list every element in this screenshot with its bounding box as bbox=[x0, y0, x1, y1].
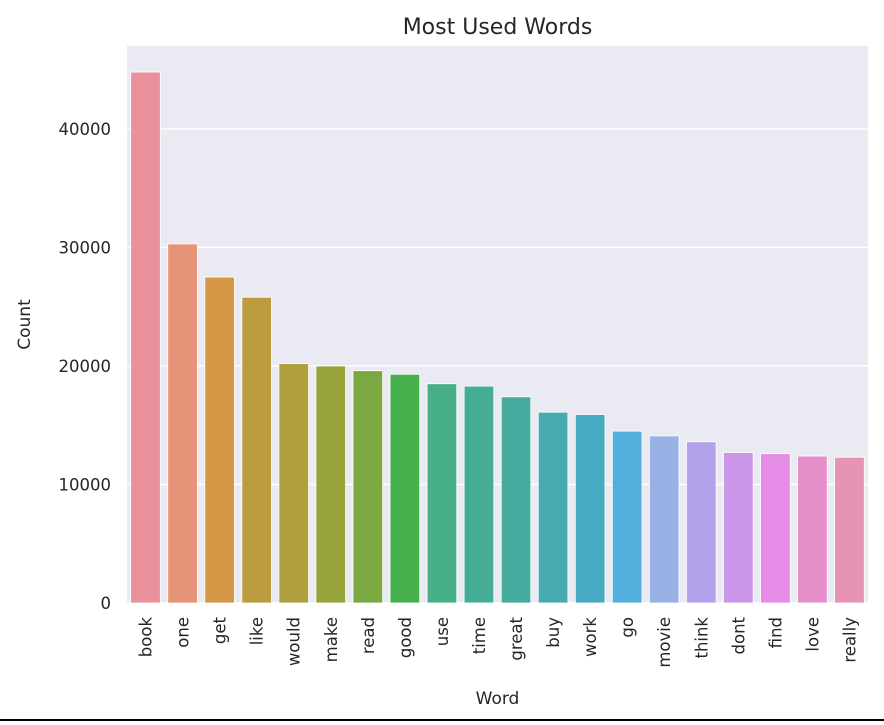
x-tick-labels: book one get like would make read good use time gr… bbox=[137, 616, 860, 667]
x-tick-label: make bbox=[322, 617, 341, 662]
x-tick-label: book bbox=[137, 617, 156, 658]
x-tick-label: get bbox=[211, 616, 230, 644]
x-tick-label: great bbox=[507, 616, 526, 660]
y-tick-label: 30000 bbox=[59, 238, 112, 257]
x-tick-label: like bbox=[248, 617, 267, 645]
y-tick-labels: 0 10000 20000 30000 40000 bbox=[59, 120, 112, 613]
bar-like bbox=[241, 296, 272, 604]
bar-go bbox=[611, 430, 643, 604]
bar-dont bbox=[723, 452, 754, 604]
x-tick-label: would bbox=[285, 617, 304, 666]
x-tick-label: read bbox=[359, 617, 378, 654]
x-tick-label: good bbox=[396, 617, 415, 658]
bar-time bbox=[463, 385, 495, 604]
y-tick-label: 20000 bbox=[59, 357, 112, 376]
bar-book bbox=[130, 71, 161, 604]
bar-love bbox=[797, 455, 828, 604]
x-tick-label: time bbox=[470, 617, 489, 654]
bottom-border bbox=[0, 719, 884, 721]
bar-one bbox=[167, 243, 198, 604]
bar-great bbox=[500, 396, 532, 604]
x-tick-label: go bbox=[618, 617, 637, 638]
bar-movie bbox=[649, 435, 680, 604]
chart-title: Most Used Words bbox=[403, 15, 593, 40]
x-tick-label: find bbox=[766, 617, 785, 648]
x-tick-label: dont bbox=[729, 616, 748, 654]
x-tick-label: work bbox=[581, 617, 600, 657]
x-tick-label: use bbox=[433, 617, 452, 646]
bar-good bbox=[389, 373, 421, 604]
y-tick-label: 10000 bbox=[59, 475, 112, 494]
x-tick-label: one bbox=[174, 617, 193, 648]
x-tick-label: really bbox=[840, 617, 859, 663]
bar-would bbox=[278, 363, 309, 604]
x-tick-label: buy bbox=[544, 617, 563, 648]
bar-really bbox=[834, 456, 865, 604]
y-axis-label: Count bbox=[15, 299, 35, 350]
bar-work bbox=[574, 414, 606, 604]
bar-think bbox=[686, 441, 717, 604]
y-tick-label: 40000 bbox=[59, 120, 112, 139]
bar-use bbox=[426, 383, 458, 604]
bars bbox=[130, 71, 865, 604]
bar-buy bbox=[537, 411, 569, 604]
x-tick-label: movie bbox=[655, 617, 674, 668]
x-tick-label: love bbox=[803, 617, 822, 652]
bar-read bbox=[352, 370, 384, 604]
y-tick-label: 0 bbox=[101, 594, 112, 613]
x-axis-label: Word bbox=[476, 689, 520, 709]
bar-make bbox=[315, 365, 346, 604]
bar-find bbox=[760, 453, 791, 604]
bar-get bbox=[204, 276, 235, 604]
x-tick-label: think bbox=[692, 617, 711, 659]
